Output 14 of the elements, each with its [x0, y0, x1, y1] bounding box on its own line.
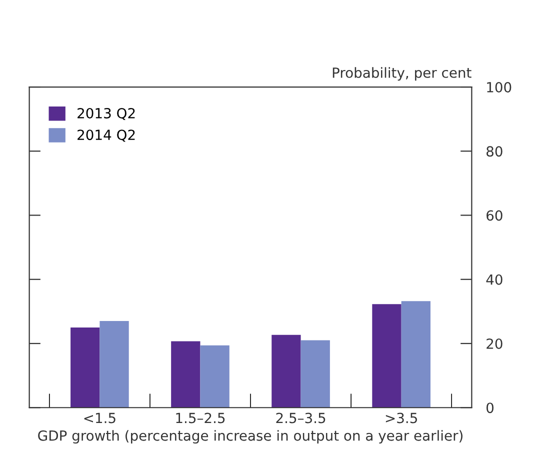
legend-label: 2013 Q2 [78, 108, 135, 120]
x-tick-label: >3.5 [386, 412, 417, 424]
x-tick-label: <1.5 [84, 412, 116, 424]
y-axis-title: Probability, per cent [332, 67, 472, 81]
x-tick-label: 1.5–2.5 [176, 412, 225, 424]
y-tick-label: 40 [486, 274, 502, 285]
y-tick-label: 0 [486, 402, 494, 414]
y-tick-label: 20 [486, 338, 502, 349]
x-axis-title: GDP growth (percentage increase in output on a year earlier) [38, 430, 462, 444]
x-tick-label: 2.5–3.5 [276, 412, 326, 424]
y-tick-label: 80 [486, 146, 502, 157]
legend-label: 2014 Q2 [78, 130, 135, 142]
y-tick-label: 100 [487, 82, 512, 92]
y-tick-label: 60 [486, 210, 502, 221]
